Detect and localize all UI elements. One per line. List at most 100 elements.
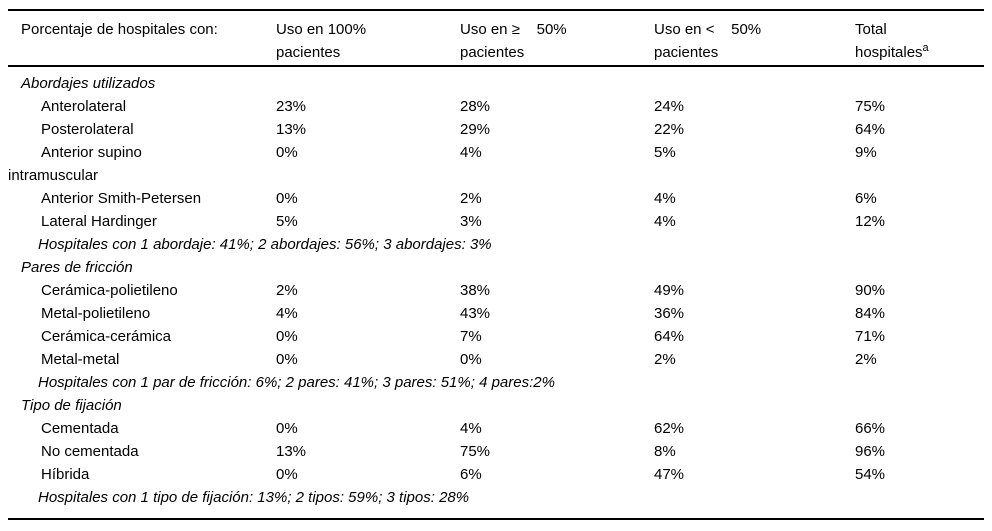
column-header-use-gte-50pct: Uso en ≥ 50% pacientes <box>460 9 654 67</box>
wrapped-label-text: Anterior supino intramuscular <box>8 144 142 184</box>
data-table: Porcentaje de hospitales con: Uso en 100… <box>8 9 984 520</box>
section-row: Tipo de fijación <box>8 394 984 417</box>
cell-value: 64% <box>855 121 886 138</box>
column-header-percent-of-hospitals: Porcentaje de hospitales con: <box>8 9 276 67</box>
cell-value: 5% <box>654 144 676 161</box>
column-header-label: Total hospitales <box>855 21 923 61</box>
cell-value: 75% <box>460 443 491 460</box>
cell-value: 43% <box>460 305 491 322</box>
table-row: Metal-polietileno 4% 43% 36% 84% <box>8 302 984 325</box>
cell-value: 4% <box>654 190 676 207</box>
row-label: Anterolateral <box>41 98 127 115</box>
column-header-total-hospitals: Total hospitalesa <box>855 9 984 67</box>
cell-value: 29% <box>460 121 491 138</box>
cell-value: 28% <box>460 98 491 115</box>
table-row: Cerámica-cerámica 0% 7% 64% 71% <box>8 325 984 348</box>
row-label: Cerámica-cerámica <box>41 328 172 345</box>
cell-value: 36% <box>654 305 685 322</box>
cell-value: 23% <box>276 98 307 115</box>
cell-value: 22% <box>654 121 685 138</box>
cell-value: 47% <box>654 466 685 483</box>
cell-value: 2% <box>855 351 877 368</box>
table-row: Cementada 0% 4% 62% 66% <box>8 417 984 440</box>
section-title: Tipo de fijación <box>21 397 122 414</box>
cell-value: 54% <box>855 466 886 483</box>
table-row: Cerámica-polietileno 2% 38% 49% 90% <box>8 279 984 302</box>
hospital-percentages-table: Porcentaje de hospitales con: Uso en 100… <box>8 9 984 520</box>
cell-value: 0% <box>276 328 298 345</box>
table-row: Metal-metal 0% 0% 2% 2% <box>8 348 984 371</box>
row-label: Anterior Smith-Petersen <box>41 190 202 207</box>
table-row: Híbrida 0% 6% 47% 54% <box>8 463 984 486</box>
table-row: Anterior Smith-Petersen 0% 2% 4% 6% <box>8 187 984 210</box>
table-row: Posterolateral 13% 29% 22% 64% <box>8 118 984 141</box>
column-header-use-lt-50pct: Uso en < 50% pacientes <box>654 9 855 67</box>
cell-value: 66% <box>855 420 886 437</box>
cell-value: 2% <box>460 190 482 207</box>
cell-value: 12% <box>855 213 886 230</box>
section-title: Pares de fricción <box>21 259 133 276</box>
section-title: Abordajes utilizados <box>21 75 156 92</box>
column-header-label: Porcentaje de hospitales con: <box>21 21 218 38</box>
cell-value: 3% <box>460 213 482 230</box>
row-label: Posterolateral <box>41 121 134 138</box>
cell-value: 4% <box>276 305 298 322</box>
note-row: Hospitales con 1 tipo de fijación: 13%; … <box>8 486 984 519</box>
table-body: Abordajes utilizados Anterolateral 23% 28% 2… <box>8 66 984 519</box>
section-note: Hospitales con 1 abordaje: 41%; 2 aborda… <box>38 236 492 253</box>
row-label: Híbrida <box>41 466 90 483</box>
cell-value: 2% <box>276 282 298 299</box>
cell-value: 71% <box>855 328 886 345</box>
row-label: Cementada <box>41 420 119 437</box>
section-row: Abordajes utilizados <box>8 66 984 95</box>
table-row: No cementada 13% 75% 8% 96% <box>8 440 984 463</box>
note-row: Hospitales con 1 par de fricción: 6%; 2 … <box>8 371 984 394</box>
cell-value: 5% <box>276 213 298 230</box>
cell-value: 8% <box>654 443 676 460</box>
cell-value: 13% <box>276 121 307 138</box>
section-note: Hospitales con 1 tipo de fijación: 13%; … <box>38 489 470 506</box>
cell-value: 0% <box>276 351 298 368</box>
table-row: Anterior supino intramuscular 0% 4% 5% 9% <box>8 141 984 187</box>
section-row: Pares de fricción <box>8 256 984 279</box>
cell-value: 0% <box>276 144 298 161</box>
row-label: Metal-metal <box>41 351 120 368</box>
header-row: Porcentaje de hospitales con: Uso en 100… <box>8 9 984 67</box>
cell-value: 90% <box>855 282 886 299</box>
cell-value: 2% <box>654 351 676 368</box>
table-row: Anterolateral 23% 28% 24% 75% <box>8 95 984 118</box>
cell-value: 64% <box>654 328 685 345</box>
cell-value: 24% <box>654 98 685 115</box>
table-row: Lateral Hardinger 5% 3% 4% 12% <box>8 210 984 233</box>
cell-value: 0% <box>460 351 482 368</box>
cell-value: 13% <box>276 443 307 460</box>
column-header-label: Uso en 100% pacientes <box>276 21 367 61</box>
column-header-use-100pct: Uso en 100% pacientes <box>276 9 460 67</box>
cell-value: 4% <box>460 144 482 161</box>
column-header-label: Uso en < 50% pacientes <box>654 21 762 61</box>
cell-value: 0% <box>276 466 298 483</box>
footnote-marker: a <box>922 42 929 54</box>
cell-value: 49% <box>654 282 685 299</box>
cell-value: 9% <box>855 144 877 161</box>
cell-value: 84% <box>855 305 886 322</box>
note-row: Hospitales con 1 abordaje: 41%; 2 aborda… <box>8 233 984 256</box>
column-header-label: Uso en ≥ 50% pacientes <box>460 21 567 61</box>
cell-value: 75% <box>855 98 886 115</box>
cell-value: 4% <box>460 420 482 437</box>
cell-value: 6% <box>855 190 877 207</box>
cell-value: 0% <box>276 190 298 207</box>
row-label: Anterior supino intramuscular <box>8 141 276 187</box>
section-note: Hospitales con 1 par de fricción: 6%; 2 … <box>38 374 555 391</box>
cell-value: 96% <box>855 443 886 460</box>
row-label: Cerámica-polietileno <box>41 282 178 299</box>
row-label: Lateral Hardinger <box>41 213 157 230</box>
cell-value: 6% <box>460 466 482 483</box>
cell-value: 4% <box>654 213 676 230</box>
cell-value: 7% <box>460 328 482 345</box>
row-label: No cementada <box>41 443 139 460</box>
cell-value: 38% <box>460 282 491 299</box>
cell-value: 62% <box>654 420 685 437</box>
cell-value: 0% <box>276 420 298 437</box>
row-label: Metal-polietileno <box>41 305 151 322</box>
